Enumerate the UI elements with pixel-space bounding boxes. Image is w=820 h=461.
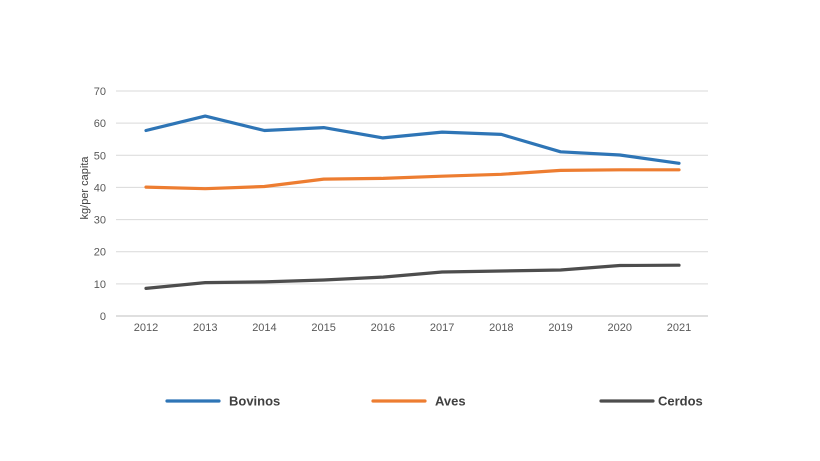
legend-item-aves: Aves: [371, 394, 466, 409]
y-tick-label: 60: [94, 118, 106, 130]
legend-label: Bovinos: [229, 394, 280, 409]
y-tick-label: 50: [94, 150, 106, 162]
y-tick-label: 70: [94, 86, 106, 98]
x-tick-label: 2013: [193, 322, 217, 334]
legend: Bovinos Aves Cerdos: [165, 394, 703, 409]
y-tick-label: 20: [94, 247, 106, 259]
series-line-bovinos: [144, 114, 681, 165]
x-tick-label: 2019: [548, 322, 572, 334]
series-bovinos: [144, 114, 681, 165]
series-line-cerdos: [144, 263, 681, 290]
y-tick-label: 40: [94, 182, 106, 194]
y-tick-label: 0: [100, 311, 106, 323]
x-tick-label: 2017: [430, 322, 454, 334]
x-tick-label: 2018: [489, 322, 513, 334]
legend-item-cerdos: Cerdos: [599, 394, 703, 409]
legend-label: Cerdos: [658, 394, 703, 409]
x-tick-label: 2020: [608, 322, 632, 334]
x-tick-label: 2015: [311, 322, 335, 334]
series-lines: [144, 114, 681, 290]
series-cerdos: [144, 263, 681, 290]
x-tick-label: 2014: [252, 322, 276, 334]
x-tick-label: 2012: [134, 322, 158, 334]
legend-item-bovinos: Bovinos: [165, 394, 280, 409]
series-line-aves: [144, 168, 681, 191]
y-tick-label: 30: [94, 215, 106, 227]
x-tick-label: 2016: [371, 322, 395, 334]
series-aves: [144, 168, 681, 191]
y-axis-label: kg/per capita: [79, 156, 91, 220]
y-tick-label: 10: [94, 279, 106, 291]
y-axis-ticks: 0 10 20 30 40 50 60 70: [94, 86, 106, 323]
legend-label: Aves: [435, 394, 466, 409]
x-tick-label: 2021: [667, 322, 691, 334]
x-axis-ticks: 2012 2013 2014 2015 2016 2017 2018 2019 2020 2021: [134, 322, 691, 334]
